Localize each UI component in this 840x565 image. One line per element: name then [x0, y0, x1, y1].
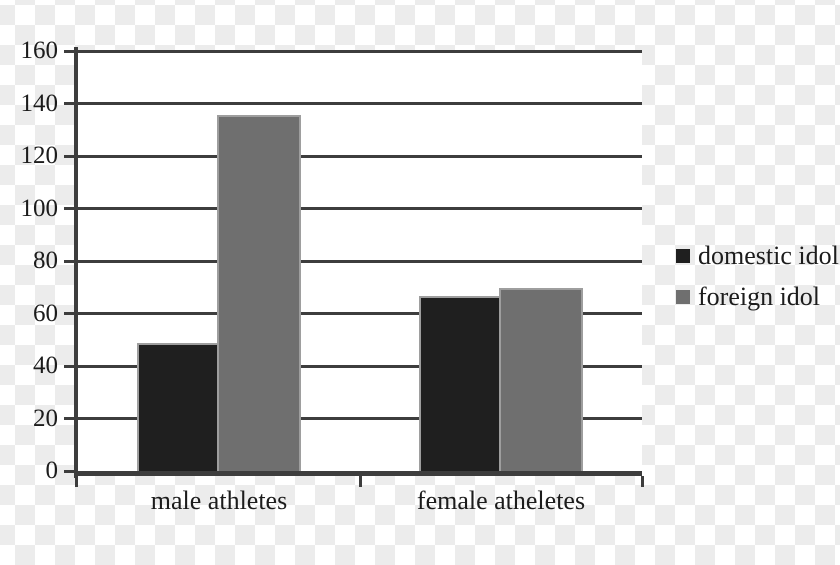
gridline-160: [78, 49, 642, 53]
y-tick-label-0: 0: [45, 457, 59, 484]
bar-domestic-idol-male-athletes: [137, 343, 221, 471]
y-tick-40: [64, 364, 74, 368]
y-axis-line: [74, 47, 78, 478]
x-tick-2: [640, 476, 644, 487]
y-tick-label-120: 120: [20, 142, 59, 169]
y-tick-label-80: 80: [33, 247, 58, 274]
gridline-120: [78, 154, 642, 158]
y-tick-label-40: 40: [33, 352, 58, 379]
legend-label-domestic-idol: domestic idol: [698, 241, 839, 270]
legend-item-domestic-idol: domestic idol: [676, 242, 839, 270]
y-tick-160: [64, 49, 74, 53]
y-tick-120: [64, 154, 74, 158]
x-category-label-female-atheletes: female atheletes: [416, 486, 586, 515]
legend-swatch-domestic-idol: [676, 249, 690, 263]
x-axis-line: [74, 471, 642, 476]
gridline-60: [78, 312, 642, 315]
y-tick-0: [64, 469, 74, 473]
y-tick-140: [64, 102, 74, 105]
legend-item-foreign-idol: foreign idol: [676, 283, 839, 311]
legend-swatch-foreign-idol: [676, 290, 690, 304]
bar-foreign-idol-male-athletes: [217, 114, 301, 471]
y-tick-label-140: 140: [20, 89, 59, 117]
y-tick-label-20: 20: [33, 404, 58, 432]
bar-foreign-idol-female-atheletes: [499, 287, 583, 471]
legend: domestic idol foreign idol: [676, 242, 839, 311]
y-tick-label-160: 160: [20, 37, 59, 64]
legend-label-foreign-idol: foreign idol: [698, 282, 821, 311]
gridline-80: [78, 259, 642, 263]
gridline-20: [78, 417, 642, 420]
y-tick-80: [64, 259, 74, 263]
x-tick-0: [75, 476, 78, 487]
x-tick-1: [358, 476, 362, 487]
y-tick-100: [64, 207, 74, 210]
plot-area: [64, 47, 644, 487]
y-tick-20: [64, 417, 74, 420]
gridline-40: [78, 364, 642, 368]
y-tick-60: [64, 312, 74, 315]
y-tick-label-100: 100: [20, 194, 59, 222]
gridline-140: [78, 102, 642, 105]
gridline-100: [78, 207, 642, 210]
bar-domestic-idol-female-atheletes: [419, 295, 503, 471]
x-category-label-male-athletes: male athletes: [150, 486, 288, 515]
y-tick-label-60: 60: [33, 299, 58, 327]
